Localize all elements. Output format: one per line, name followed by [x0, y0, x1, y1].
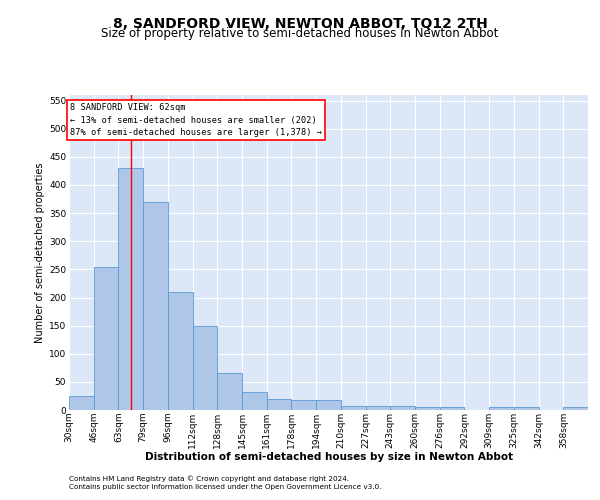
Bar [143, 202, 168, 410]
Text: 8, SANDFORD VIEW, NEWTON ABBOT, TQ12 2TH: 8, SANDFORD VIEW, NEWTON ABBOT, TQ12 2TH [113, 18, 487, 32]
Text: Contains HM Land Registry data © Crown copyright and database right 2024.: Contains HM Land Registry data © Crown c… [69, 476, 349, 482]
Bar [316, 400, 341, 410]
Bar [514, 407, 539, 410]
Bar [217, 374, 242, 410]
Bar [193, 326, 217, 410]
Bar [440, 407, 464, 410]
Bar [94, 266, 118, 410]
Bar [391, 406, 415, 410]
Text: Size of property relative to semi-detached houses in Newton Abbot: Size of property relative to semi-detach… [101, 28, 499, 40]
Bar [292, 400, 316, 410]
Text: Distribution of semi-detached houses by size in Newton Abbot: Distribution of semi-detached houses by … [145, 452, 513, 462]
Bar [489, 407, 514, 410]
Bar [563, 407, 588, 410]
Bar [118, 168, 143, 410]
Bar [365, 406, 390, 410]
Bar [267, 399, 292, 410]
Bar [69, 396, 94, 410]
Bar [168, 292, 193, 410]
Bar [242, 392, 266, 410]
Text: 8 SANDFORD VIEW: 62sqm
← 13% of semi-detached houses are smaller (202)
87% of se: 8 SANDFORD VIEW: 62sqm ← 13% of semi-det… [70, 104, 322, 138]
Bar [415, 407, 440, 410]
Text: Contains public sector information licensed under the Open Government Licence v3: Contains public sector information licen… [69, 484, 382, 490]
Bar [341, 406, 365, 410]
Y-axis label: Number of semi-detached properties: Number of semi-detached properties [35, 162, 45, 343]
